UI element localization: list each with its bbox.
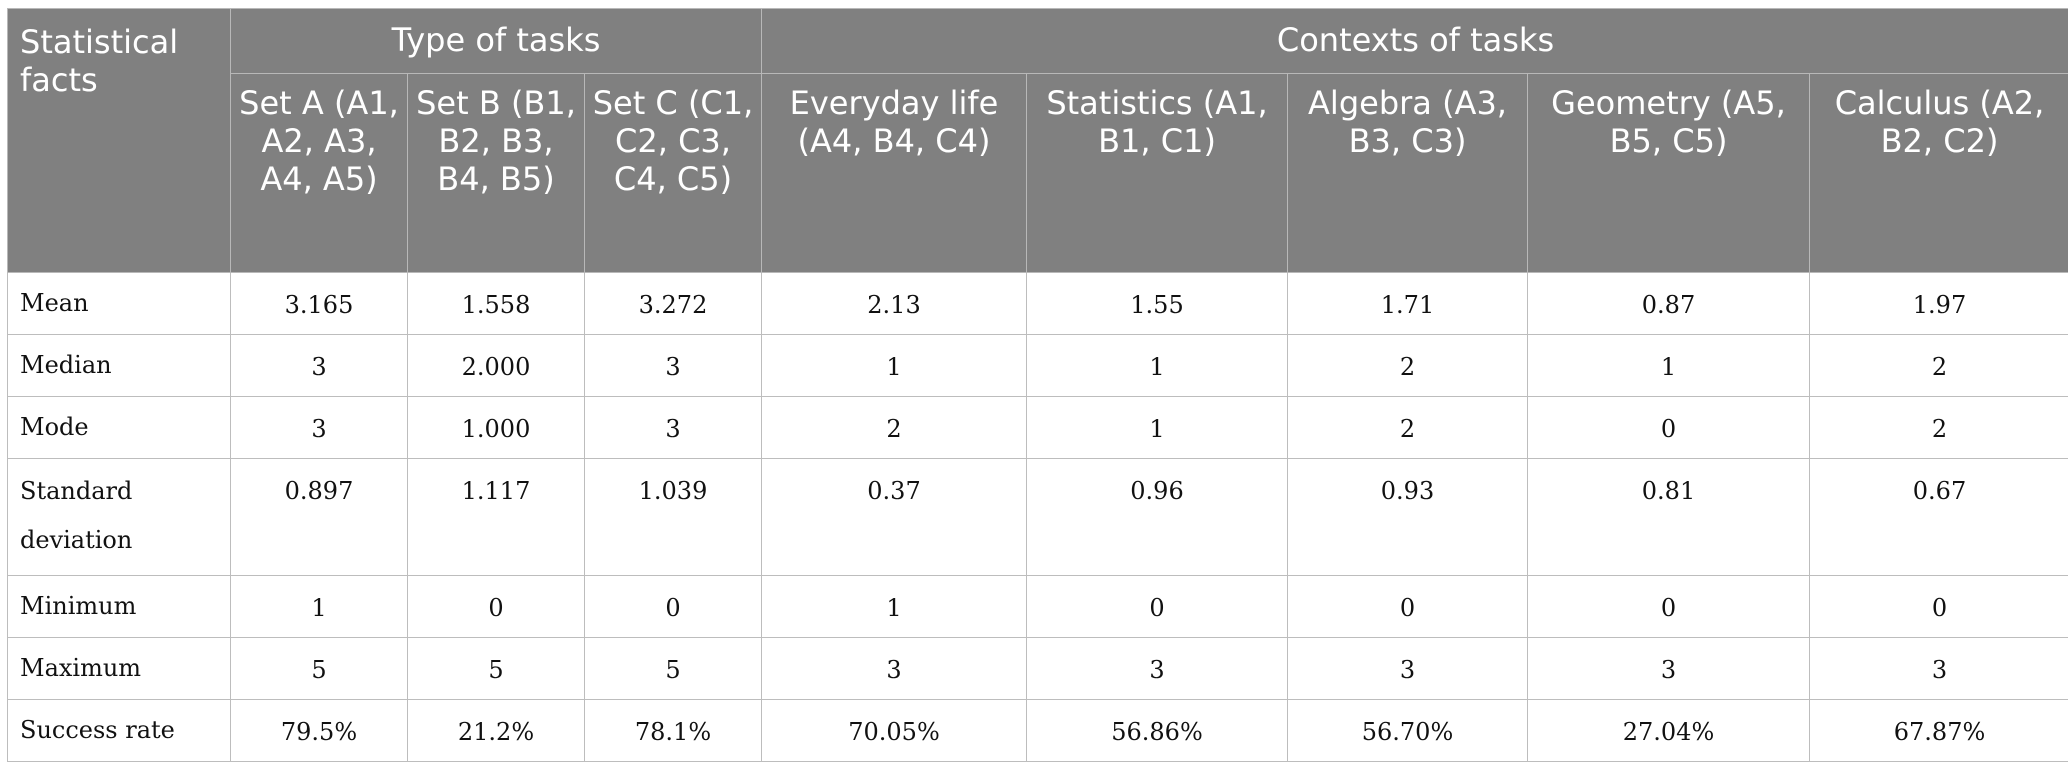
table-cell: 3 (230, 334, 408, 397)
table-cell: 3 (1527, 637, 1810, 700)
table-row-mean: Mean 3.165 1.558 3.272 2.13 1.55 1.71 0.… (7, 272, 2068, 335)
column-header-geometry: Geometry (A5, B5, C5) (1527, 73, 1810, 273)
table-cell: 0 (1808, 575, 2068, 638)
row-label: Success rate (7, 699, 231, 762)
table-cell: 1.000 (407, 396, 585, 459)
table-cell: 2 (1287, 396, 1528, 459)
table-cell: 0.37 (761, 458, 1027, 576)
table-cell: 0 (1527, 396, 1810, 459)
table-cell: 5 (407, 637, 585, 700)
column-header-calculus: Calculus (A2, B2, C2) (1808, 73, 2068, 273)
table-cell: 1 (761, 575, 1027, 638)
table-cell: 3 (584, 334, 762, 397)
table-cell: 0.81 (1527, 458, 1810, 576)
table-cell: 1.55 (1026, 272, 1288, 335)
row-label: Median (7, 334, 231, 397)
table-cell: 3 (230, 396, 408, 459)
table-cell: 1.97 (1808, 272, 2068, 335)
table-cell: 1 (230, 575, 408, 638)
table-cell: 0 (1527, 575, 1810, 638)
group-header-type-of-tasks: Type of tasks (230, 8, 762, 74)
table-cell: 5 (230, 637, 408, 700)
table-row-median: Median 3 2.000 3 1 1 2 1 2 (7, 334, 2068, 397)
table-cell: 3 (1808, 637, 2068, 700)
row-label: Mode (7, 396, 231, 459)
table-cell: 3.165 (230, 272, 408, 335)
table-cell: 2 (761, 396, 1027, 459)
table-cell: 1 (1026, 396, 1288, 459)
table-cell: 3.272 (584, 272, 762, 335)
group-header-contexts-of-tasks: Contexts of tasks (760, 8, 2068, 74)
table-cell: 0 (407, 575, 585, 638)
row-label: Mean (7, 272, 231, 335)
table-cell: 67.87% (1808, 699, 2068, 762)
table-cell: 2 (1808, 396, 2068, 459)
table-cell: 21.2% (407, 699, 585, 762)
statistics-table-container: Statistical facts Type of tasks Contexts… (7, 8, 2068, 762)
table-cell: 0.897 (230, 458, 408, 576)
table-cell: 1.558 (407, 272, 585, 335)
table-cell: 5 (584, 637, 762, 700)
table-cell: 2.000 (407, 334, 585, 397)
statistics-table: Statistical facts Type of tasks Contexts… (7, 8, 2068, 762)
table-cell: 0.87 (1527, 272, 1810, 335)
column-header-set-c: Set C (C1, C2, C3, C4, C5) (584, 73, 762, 273)
table-cell: 1.71 (1287, 272, 1528, 335)
table-cell: 3 (1287, 637, 1528, 700)
table-cell: 0.67 (1808, 458, 2068, 576)
row-label: Minimum (7, 575, 231, 638)
table-cell: 0 (1287, 575, 1528, 638)
table-cell: 0 (584, 575, 762, 638)
table-cell: 2.13 (761, 272, 1027, 335)
column-header-algebra: Algebra (A3, B3, C3) (1287, 73, 1528, 273)
table-cell: 2 (1287, 334, 1528, 397)
table-cell: 78.1% (584, 699, 762, 762)
table-row-mode: Mode 3 1.000 3 2 1 2 0 2 (7, 396, 2068, 459)
table-cell: 1.117 (407, 458, 585, 576)
table-row-minimum: Minimum 1 0 0 1 0 0 0 0 (7, 575, 2068, 638)
table-cell: 3 (584, 396, 762, 459)
table-cell: 1 (1527, 334, 1810, 397)
table-cell: 3 (761, 637, 1027, 700)
table-cell: 2 (1808, 334, 2068, 397)
column-header-set-b: Set B (B1, B2, B3, B4, B5) (407, 73, 585, 273)
table-cell: 56.86% (1026, 699, 1288, 762)
column-header-set-a: Set A (A1, A2, A3, A4, A5) (230, 73, 408, 273)
table-row-success-rate: Success rate 79.5% 21.2% 78.1% 70.05% 56… (7, 699, 2068, 762)
table-cell: 0 (1026, 575, 1288, 638)
table-cell: 1 (761, 334, 1027, 397)
table-row-maximum: Maximum 5 5 5 3 3 3 3 3 (7, 637, 2068, 700)
row-label: Maximum (7, 637, 231, 700)
table-cell: 79.5% (230, 699, 408, 762)
column-header-statistics: Statistics (A1, B1, C1) (1026, 73, 1288, 273)
column-header-everyday-life: Everyday life (A4, B4, C4) (761, 73, 1027, 273)
table-cell: 1 (1026, 334, 1288, 397)
table-cell: 3 (1026, 637, 1288, 700)
table-cell: 0.96 (1026, 458, 1288, 576)
row-label: Standard deviation (7, 458, 231, 576)
table-cell: 56.70% (1287, 699, 1528, 762)
table-cell: 70.05% (761, 699, 1027, 762)
corner-header: Statistical facts (7, 8, 231, 273)
table-cell: 0.93 (1287, 458, 1528, 576)
table-cell: 27.04% (1527, 699, 1810, 762)
table-cell: 1.039 (584, 458, 762, 576)
table-row-standard-deviation: Standard deviation 0.897 1.117 1.039 0.3… (7, 458, 2068, 576)
